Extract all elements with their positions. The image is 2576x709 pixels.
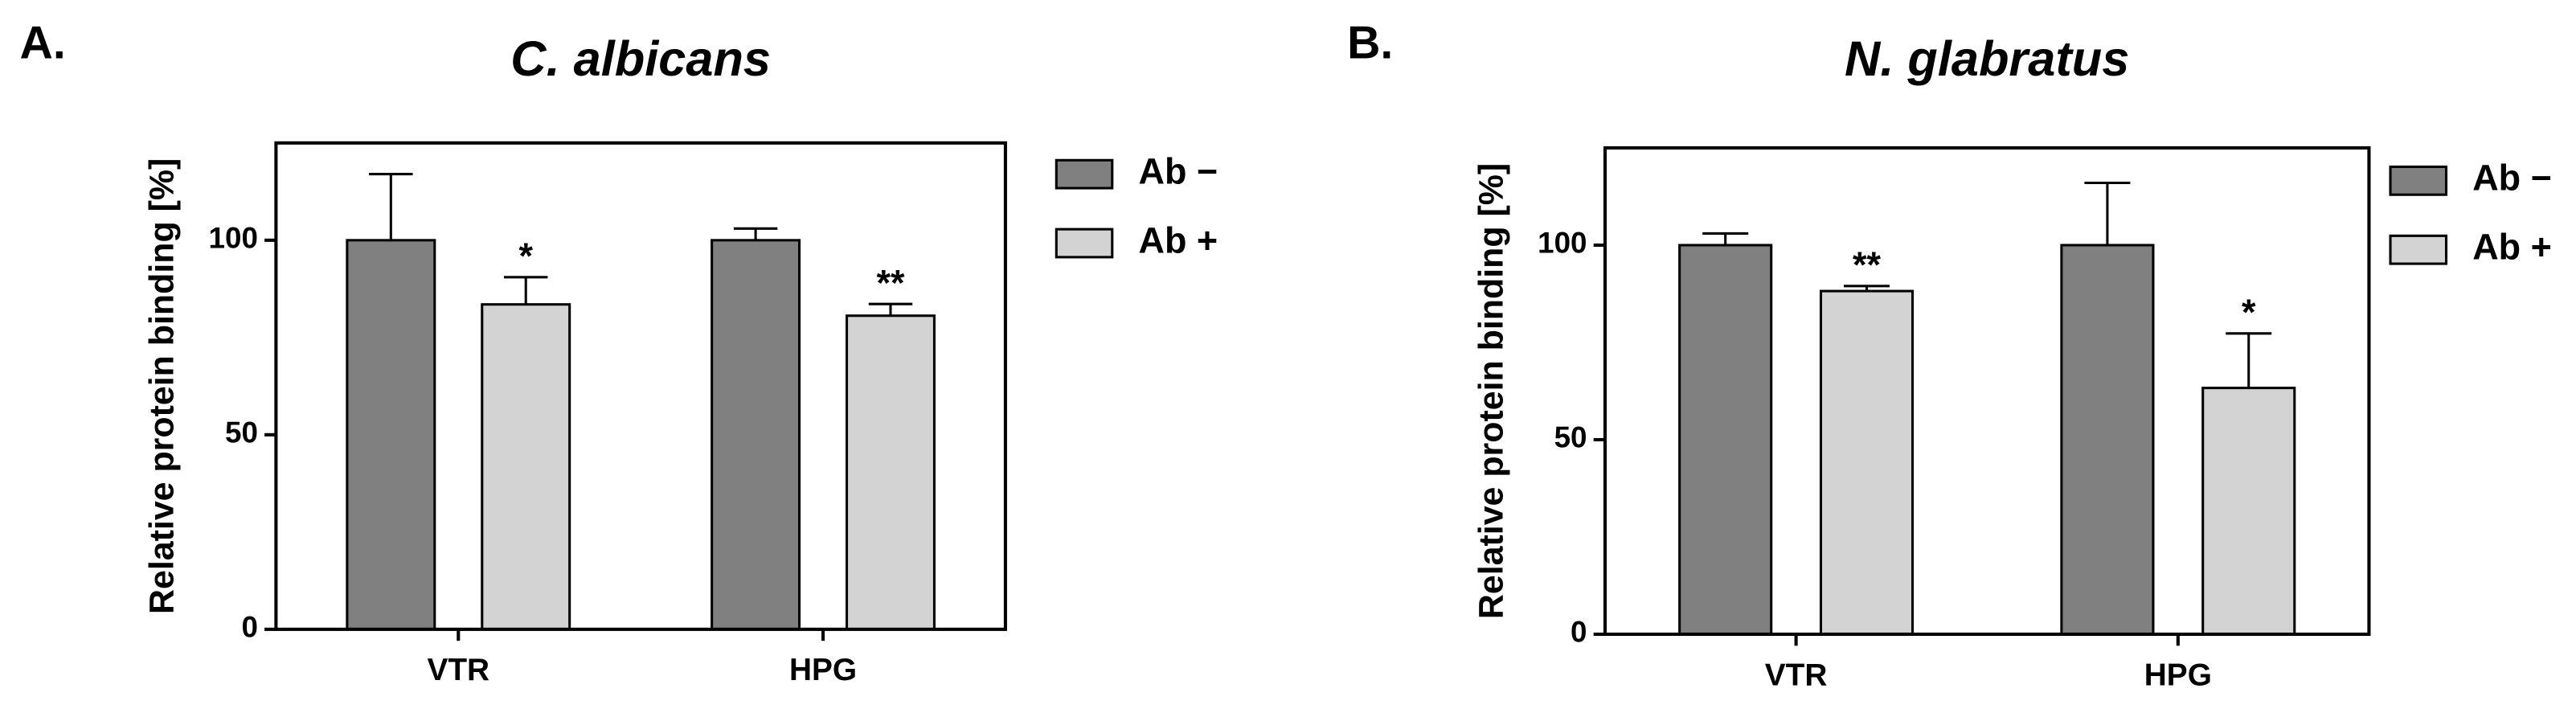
legend-label: Ab − <box>2472 158 2552 199</box>
legend-swatch <box>1055 158 1114 190</box>
legend-swatch <box>2389 234 2448 265</box>
significance: ** <box>1853 244 1881 285</box>
y-axis-label: Relative protein binding [%] <box>143 158 182 614</box>
legend-label: Ab − <box>1138 151 1218 192</box>
bar <box>846 314 936 631</box>
x-tick-label: VTR <box>1765 658 1828 692</box>
legend-label: Ab + <box>1138 219 1218 260</box>
legend-label: Ab + <box>2472 227 2552 268</box>
panel-label: A. <box>20 17 66 68</box>
y-tick-label: 0 <box>1571 616 1587 649</box>
x-tick-label: HPG <box>789 653 857 687</box>
legend-swatch <box>2389 165 2448 196</box>
chart-title: C. albicans <box>510 31 771 86</box>
bar <box>481 303 571 631</box>
bar <box>2201 387 2296 636</box>
significance: ** <box>876 263 904 304</box>
bar <box>2060 244 2155 636</box>
chart-title: N. glabratus <box>1845 31 2129 86</box>
y-tick-label: 50 <box>1554 421 1587 454</box>
y-tick-label: 100 <box>209 222 258 255</box>
y-tick-label: 50 <box>225 416 258 449</box>
x-tick-label: HPG <box>2144 658 2212 692</box>
plot-frame <box>1603 145 2371 637</box>
x-tick-label: VTR <box>427 653 489 687</box>
panel-label: B. <box>1347 17 1393 68</box>
bar <box>711 239 801 631</box>
bar <box>1819 289 1915 636</box>
legend-swatch <box>1055 227 1114 259</box>
bar <box>1678 244 1773 636</box>
y-axis-label: Relative protein binding [%] <box>1472 163 1510 619</box>
bar <box>346 239 436 631</box>
plot-frame <box>274 141 1007 631</box>
significance: * <box>2242 292 2256 333</box>
y-tick-label: 100 <box>1538 227 1587 260</box>
y-tick-label: 0 <box>241 611 257 644</box>
significance: * <box>518 236 533 277</box>
